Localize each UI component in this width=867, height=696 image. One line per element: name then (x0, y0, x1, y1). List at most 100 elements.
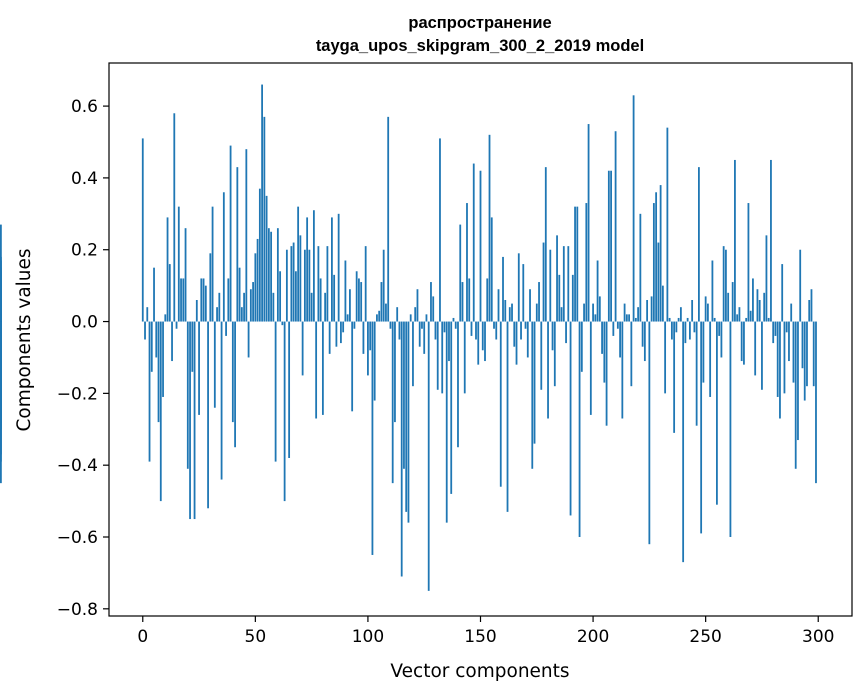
bar (468, 278, 471, 322)
bar (213, 321, 216, 408)
bar (281, 321, 284, 326)
bar (567, 246, 570, 322)
bar (812, 321, 815, 387)
bar (376, 314, 378, 322)
bar (157, 321, 160, 423)
bar (240, 307, 243, 322)
bar (452, 317, 455, 322)
bar (772, 321, 775, 344)
bar (364, 246, 367, 322)
bar (801, 321, 804, 369)
y-axis: −0.8 −0.6 −0.4 −0.2 0.0 0.2 0.4 0.6 (57, 97, 109, 620)
bar (515, 321, 518, 365)
bar (193, 321, 196, 520)
bar (547, 321, 549, 419)
bar (725, 249, 727, 322)
bar (488, 134, 491, 322)
bar (691, 300, 694, 322)
bar (477, 321, 480, 365)
bar (810, 289, 813, 322)
bar (729, 321, 732, 537)
bar (605, 321, 608, 426)
bar (400, 321, 403, 577)
bar (668, 317, 671, 322)
bar (641, 321, 644, 347)
y-tick-label: −0.8 (57, 600, 98, 620)
bar (700, 321, 703, 534)
bar (639, 213, 642, 322)
bar (310, 292, 313, 322)
bar (603, 321, 606, 383)
bar (430, 282, 432, 322)
x-axis: 0 50 100 150 200 250 300 (137, 616, 834, 647)
bar (222, 192, 225, 322)
bar (303, 249, 306, 322)
bar (337, 213, 340, 322)
bar (283, 321, 286, 502)
bar (520, 321, 522, 340)
bar (358, 278, 360, 322)
bar (416, 289, 419, 322)
bar (533, 321, 536, 444)
bar (540, 321, 543, 390)
bar (439, 138, 441, 322)
bar (666, 127, 669, 322)
bar (189, 321, 191, 520)
bar (679, 307, 682, 322)
bar (403, 321, 405, 469)
bar (749, 310, 752, 322)
bar (601, 321, 603, 354)
bar (312, 210, 315, 322)
bar (720, 321, 723, 358)
bar (776, 321, 779, 397)
bar (148, 321, 151, 462)
bar (423, 321, 426, 354)
y-tick-label: 0.2 (71, 241, 98, 261)
bar (362, 321, 365, 354)
bar (288, 321, 291, 458)
bar (159, 321, 162, 502)
bar (587, 124, 590, 322)
bar (285, 249, 288, 322)
bar (574, 206, 576, 322)
bar (619, 321, 621, 358)
bar (141, 138, 144, 322)
bar (166, 217, 169, 322)
bar (162, 321, 164, 397)
bar (783, 321, 786, 394)
bar (427, 321, 430, 591)
bar (254, 253, 257, 322)
bar (351, 321, 354, 412)
y-axis-label: Components values (14, 248, 35, 431)
bar (538, 282, 540, 322)
bar (684, 321, 687, 344)
bar (774, 321, 777, 336)
bar (707, 303, 709, 322)
chart-title: распространение (408, 14, 551, 32)
bar (335, 321, 338, 347)
bar (198, 321, 200, 415)
bar (722, 246, 725, 322)
bar (625, 314, 628, 322)
bar (463, 321, 466, 394)
bar (308, 249, 311, 322)
bar (441, 321, 444, 394)
bar (0, 321, 2, 333)
bar (394, 321, 396, 423)
bar (276, 228, 279, 322)
bar (216, 307, 218, 322)
y-tick-label: −0.4 (57, 456, 98, 476)
bar (549, 249, 552, 322)
bar (421, 321, 423, 329)
bar (209, 253, 212, 322)
bar (355, 271, 358, 322)
bar (306, 217, 309, 322)
bar (664, 321, 667, 394)
bar (294, 271, 297, 322)
bar (758, 300, 761, 322)
bars-group (0, 84, 817, 591)
bar (299, 235, 302, 322)
bar (648, 321, 651, 545)
bar (614, 131, 617, 322)
bar (457, 321, 459, 448)
